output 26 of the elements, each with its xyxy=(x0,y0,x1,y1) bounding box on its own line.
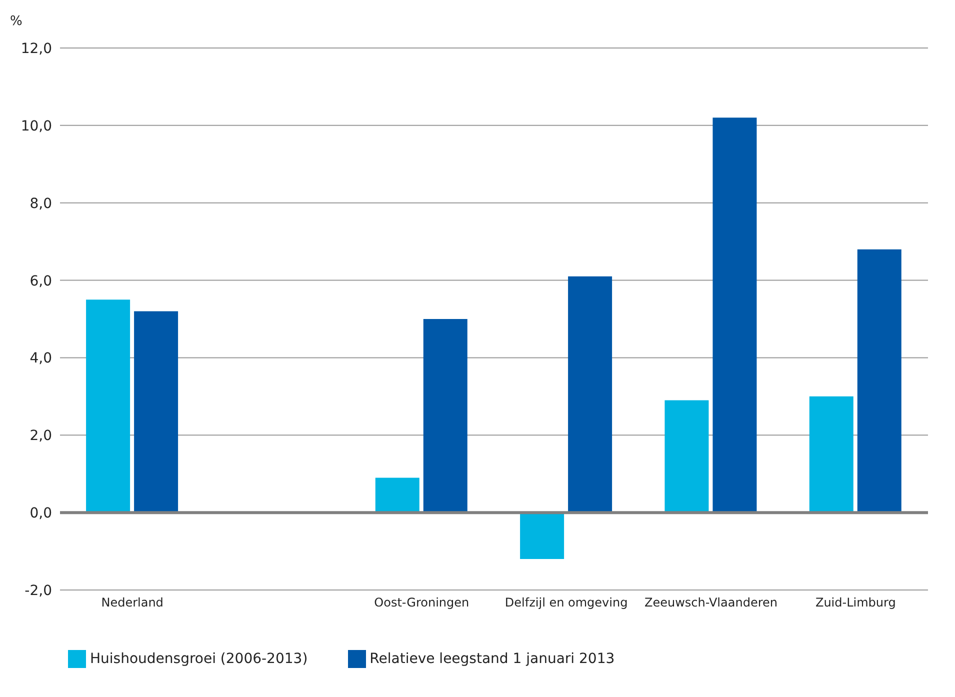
bar xyxy=(134,311,178,513)
bar xyxy=(857,249,902,513)
x-tick-label: Nederland xyxy=(101,596,164,610)
x-tick-label: Oost-Groningen xyxy=(374,596,470,610)
bar xyxy=(568,276,612,513)
bar xyxy=(809,396,854,513)
bar xyxy=(375,478,420,513)
bar xyxy=(520,512,564,560)
y-tick-label: 10,0 xyxy=(20,118,52,134)
bar xyxy=(86,300,130,513)
y-tick-label: 6,0 xyxy=(30,273,52,290)
y-tick-label: 0,0 xyxy=(30,506,52,522)
legend-label: Huishoudensgroei (2006-2013) xyxy=(90,650,308,667)
y-tick-label: 12,0 xyxy=(20,40,52,57)
y-tick-label: 8,0 xyxy=(30,196,52,212)
x-tick-label: Zuid-Limburg xyxy=(815,596,896,610)
y-tick-label: -2,0 xyxy=(24,582,52,599)
x-tick-label: Delfzijl en omgeving xyxy=(504,596,628,610)
bar xyxy=(423,319,468,513)
legend-label: Relatieve leegstand 1 januari 2013 xyxy=(370,650,615,667)
y-tick-label: 2,0 xyxy=(30,428,52,444)
y-tick-label: 4,0 xyxy=(30,350,52,367)
y-axis-title: % xyxy=(10,14,22,29)
bar xyxy=(664,400,709,513)
x-tick-label: Zeeuwsch-Vlaanderen xyxy=(644,596,778,610)
bar xyxy=(712,118,757,513)
